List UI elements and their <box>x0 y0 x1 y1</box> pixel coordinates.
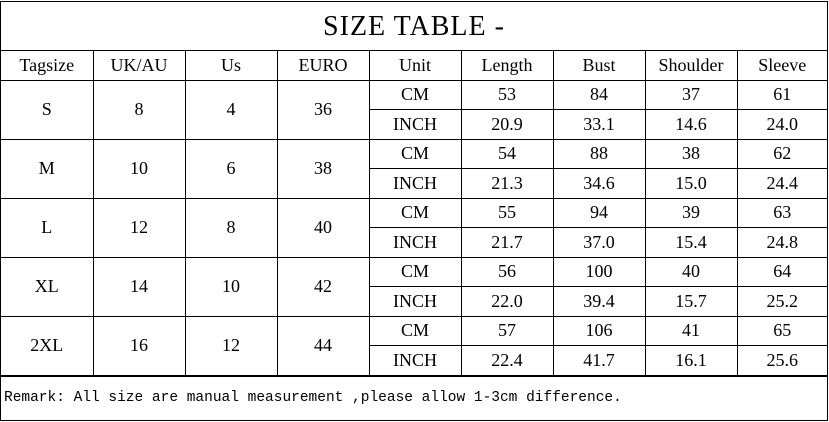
inch-value-cell: 22.0 <box>460 286 554 317</box>
unit-cell: CM <box>368 79 462 110</box>
inch-value-cell: 15.7 <box>644 286 738 317</box>
cm-value-cell: 64 <box>736 256 827 287</box>
remark-note: Remark: All size are manual measurement … <box>1 375 827 416</box>
unit-cell: INCH <box>369 227 462 258</box>
column-header: UK/AU <box>92 51 186 81</box>
column-header: Shoulder <box>644 51 738 81</box>
cm-value-cell: 37 <box>644 79 738 110</box>
cm-value-cell: 39 <box>644 197 738 228</box>
cm-value-cell: 53 <box>460 79 554 110</box>
inch-value-cell: 21.7 <box>460 227 554 258</box>
cm-value-cell: 57 <box>460 315 554 346</box>
cm-value-cell: 94 <box>552 197 646 228</box>
cm-value-cell: 38 <box>644 138 738 169</box>
table-row: INCH 21.7 37.0 15.4 24.8 <box>1 227 827 258</box>
inch-value-cell: 21.3 <box>460 168 554 199</box>
header-row: Tagsize UK/AU Us EURO Unit Length Bust Shoulder… <box>1 51 827 81</box>
inch-value-cell: 16.1 <box>644 345 738 376</box>
unit-cell: CM <box>368 256 462 287</box>
tagsize-cell: M <box>1 138 94 199</box>
cm-value-cell: 100 <box>552 256 646 287</box>
unit-cell: INCH <box>369 345 462 376</box>
inch-value-cell: 15.0 <box>644 168 738 199</box>
table-row: M 10 6 38 CM 54 88 38 62 <box>1 138 827 199</box>
inch-value-cell: 33.1 <box>552 109 646 140</box>
unit-cell: INCH <box>369 286 462 317</box>
table-row: INCH 22.4 41.7 16.1 25.6 <box>1 345 827 376</box>
tagsize-cell: S <box>1 79 94 140</box>
column-header: Unit <box>368 51 462 81</box>
inch-value-cell: 39.4 <box>552 286 646 317</box>
euro-cell: 40 <box>276 197 370 258</box>
cm-value-cell: 54 <box>460 138 554 169</box>
table-title: SIZE TABLE - <box>1 2 827 51</box>
column-header: Bust <box>552 51 646 81</box>
cm-value-cell: 62 <box>736 138 827 169</box>
uk-au-cell: 16 <box>92 315 186 376</box>
uk-au-cell: 12 <box>92 197 186 258</box>
inch-value-cell: 20.9 <box>460 109 554 140</box>
inch-value-cell: 34.6 <box>552 168 646 199</box>
euro-cell: 44 <box>276 315 370 376</box>
uk-au-cell: 10 <box>92 138 186 199</box>
table-row: INCH 22.0 39.4 15.7 25.2 <box>1 286 827 317</box>
cm-value-cell: 41 <box>644 315 738 346</box>
unit-cell: CM <box>368 138 462 169</box>
us-cell: 6 <box>184 138 278 199</box>
uk-au-cell: 14 <box>92 256 186 317</box>
inch-value-cell: 25.6 <box>736 345 827 376</box>
cm-value-cell: 65 <box>736 315 827 346</box>
tagsize-cell: XL <box>1 256 94 317</box>
column-header: Tagsize <box>1 51 94 81</box>
euro-cell: 38 <box>276 138 370 199</box>
inch-value-cell: 41.7 <box>552 345 646 376</box>
unit-cell: INCH <box>369 109 462 140</box>
uk-au-cell: 8 <box>92 79 186 140</box>
cm-value-cell: 84 <box>552 79 646 110</box>
table-row: 2XL 16 12 44 CM 57 106 41 65 <box>1 315 827 376</box>
inch-value-cell: 24.0 <box>736 109 827 140</box>
size-grid: Tagsize UK/AU Us EURO Unit Length Bust Shoulder… <box>1 51 827 376</box>
table-row: S 8 4 36 CM 53 84 37 61 <box>1 79 827 140</box>
euro-cell: 42 <box>276 256 370 317</box>
inch-value-cell: 24.8 <box>736 227 827 258</box>
unit-cell: INCH <box>369 168 462 199</box>
inch-value-cell: 24.4 <box>736 168 827 199</box>
inch-value-cell: 22.4 <box>460 345 554 376</box>
us-cell: 8 <box>184 197 278 258</box>
cm-value-cell: 106 <box>552 315 646 346</box>
us-cell: 4 <box>184 79 278 140</box>
us-cell: 10 <box>184 256 278 317</box>
tagsize-cell: 2XL <box>1 315 94 376</box>
cm-value-cell: 56 <box>460 256 554 287</box>
cm-value-cell: 88 <box>552 138 646 169</box>
us-cell: 12 <box>184 315 278 376</box>
table-row: L 12 8 40 CM 55 94 39 63 <box>1 197 827 258</box>
tagsize-cell: L <box>1 197 94 258</box>
inch-value-cell: 14.6 <box>644 109 738 140</box>
cm-value-cell: 55 <box>460 197 554 228</box>
unit-cell: CM <box>368 315 462 346</box>
cm-value-cell: 40 <box>644 256 738 287</box>
inch-value-cell: 25.2 <box>736 286 827 317</box>
column-header: Length <box>460 51 554 81</box>
column-header: Us <box>184 51 278 81</box>
cm-value-cell: 63 <box>736 197 827 228</box>
euro-cell: 36 <box>276 79 370 140</box>
inch-value-cell: 37.0 <box>552 227 646 258</box>
column-header: Sleeve <box>736 51 827 81</box>
table-row: XL 14 10 42 CM 56 100 40 64 <box>1 256 827 317</box>
inch-value-cell: 15.4 <box>644 227 738 258</box>
cm-value-cell: 61 <box>736 79 827 110</box>
table-row: INCH 21.3 34.6 15.0 24.4 <box>1 168 827 199</box>
unit-cell: CM <box>368 197 462 228</box>
column-header: EURO <box>276 51 370 81</box>
